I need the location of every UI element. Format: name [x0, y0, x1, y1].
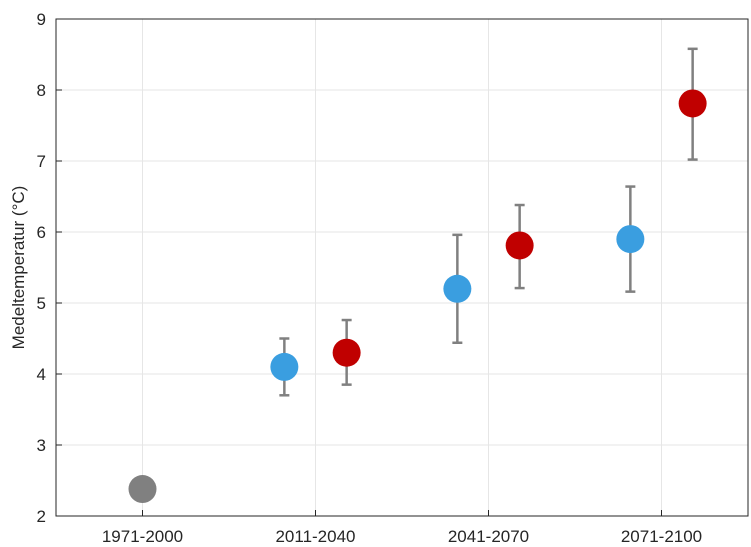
y-tick-label: 8: [37, 81, 46, 100]
y-tick-label: 5: [37, 294, 46, 313]
plot-frame: [55, 18, 749, 517]
data-point: [616, 225, 645, 254]
y-tick-label: 6: [37, 223, 46, 242]
y-tick-label: 9: [37, 10, 46, 29]
data-points: [128, 89, 707, 504]
grid: [56, 18, 748, 517]
data-point: [128, 475, 157, 504]
x-tick-label: 2071-2100: [621, 527, 702, 546]
data-point: [332, 338, 361, 367]
x-tick-label: 1971-2000: [102, 527, 183, 546]
data-point: [443, 274, 472, 303]
y-tick-label: 7: [37, 152, 46, 171]
y-tick-label: 3: [37, 436, 46, 455]
y-tick-label: 2: [37, 507, 46, 526]
axes: [55, 18, 749, 517]
data-point: [270, 352, 299, 381]
x-tick-label: 2011-2040: [275, 527, 355, 546]
y-tick-label: 4: [37, 365, 46, 384]
tick-labels: 2 3 4 5 6 7 8 9 1971-2000 2011-2040 2041-2070 2071-…: [37, 10, 703, 546]
data-point: [678, 89, 707, 118]
y-axis-label: Medeltemperatur (°C): [9, 186, 28, 350]
data-point: [505, 231, 534, 260]
x-tick-label: 2041-2070: [448, 527, 529, 546]
